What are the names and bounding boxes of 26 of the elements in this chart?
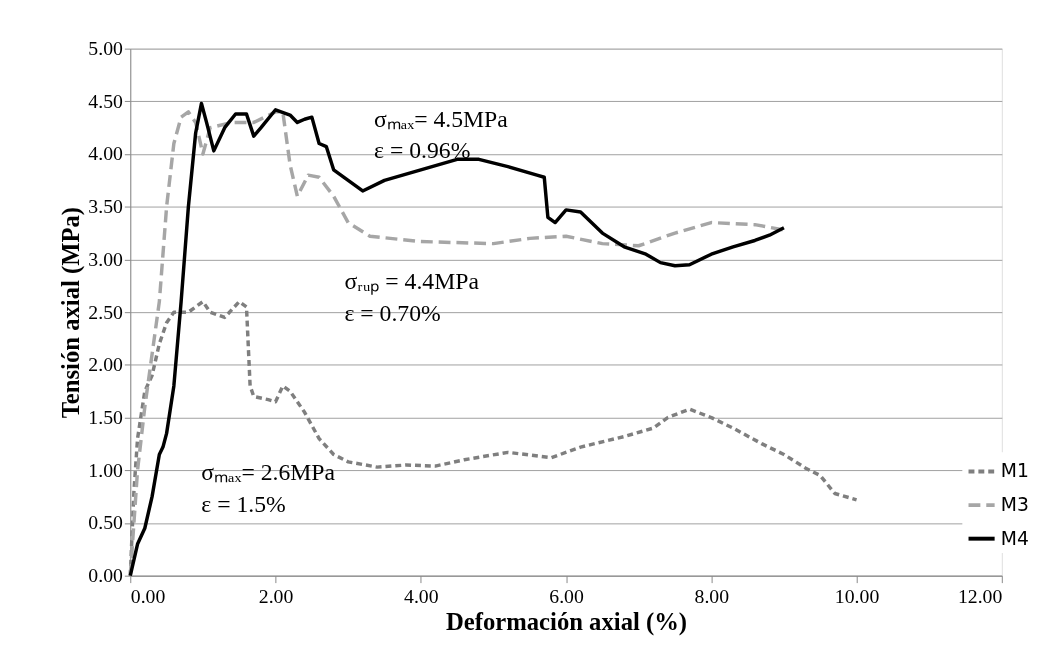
legend-label: M4 xyxy=(1000,527,1029,549)
annotation: σₘₐₓ= 4.5MPa ε = 0.96% xyxy=(374,105,509,164)
y-tick-label: 2.50 xyxy=(88,300,123,323)
x-tick-label: 10.00 xyxy=(834,584,880,607)
x-tick-label: 4.00 xyxy=(404,584,439,607)
y-tick-label: 0.00 xyxy=(88,564,123,587)
y-tick-label: 5.00 xyxy=(88,37,123,60)
x-tick-label: 2.00 xyxy=(258,584,294,607)
x-tick-label: 8.00 xyxy=(694,584,730,607)
y-tick-label: 0.50 xyxy=(88,511,123,534)
annotation: σₘₐₓ= 2.6MPa ε = 1.5% xyxy=(201,458,336,517)
y-tick-label: 4.00 xyxy=(88,142,123,165)
y-tick-label: 3.50 xyxy=(88,195,123,218)
x-tick-label: 6.00 xyxy=(549,584,584,607)
annotation: σᵣᵤₚ = 4.4MPa ε = 0.70% xyxy=(344,268,480,327)
x-tick-label: 12.00 xyxy=(957,584,1003,607)
x-tick-label: 0.00 xyxy=(130,584,166,607)
y-tick-label: 2.00 xyxy=(88,353,123,376)
y-tick-label: 1.00 xyxy=(88,458,123,481)
y-tick-label: 1.50 xyxy=(88,405,123,428)
y-tick-label: 4.50 xyxy=(88,89,123,112)
x-axis-title: Deformación axial (%) xyxy=(446,608,688,637)
y-tick-label: 3.00 xyxy=(88,247,123,270)
y-axis-title: Tensión axial (MPa) xyxy=(57,206,86,419)
legend-label: M1 xyxy=(1000,460,1029,482)
legend-label: M3 xyxy=(1000,494,1029,516)
